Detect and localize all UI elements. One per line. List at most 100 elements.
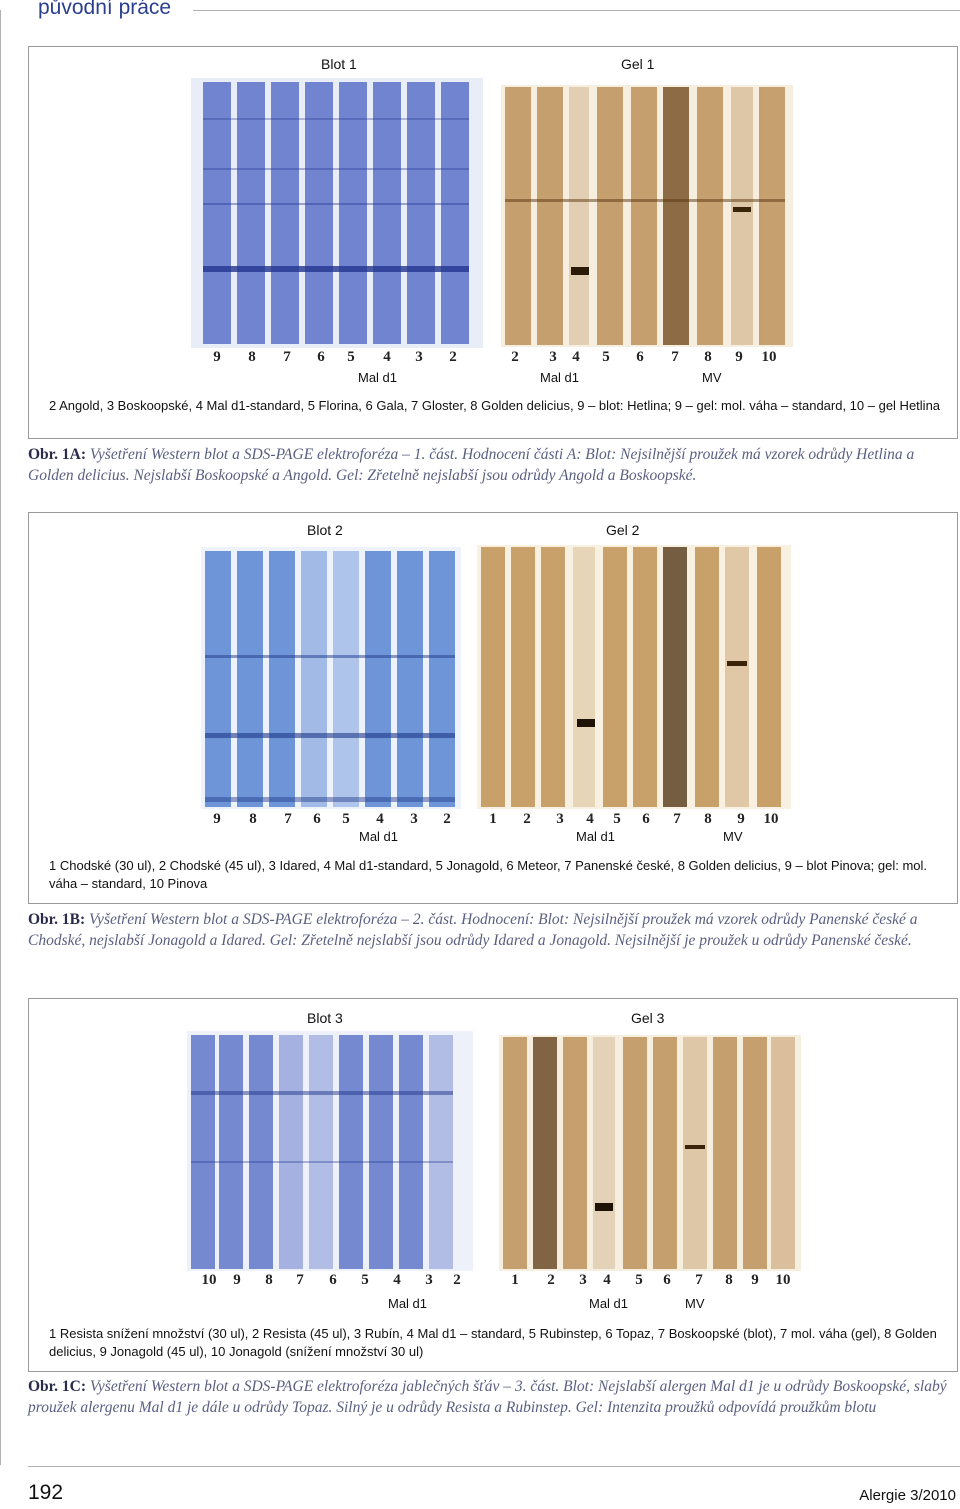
gel-lanes-graphic [477, 545, 791, 809]
lane-number: 8 [248, 349, 256, 365]
lane-number: 10 [763, 811, 779, 827]
lane-number: 8 [725, 1272, 733, 1288]
blot-lane-numbers: 9 8 7 6 5 4 3 2 [191, 349, 483, 367]
figure-legend: 1 Resista snížení množství (30 ul), 2 Re… [49, 1326, 937, 1359]
page-header: původní práce [0, 0, 960, 24]
mal-d1-label: Mal d1 [576, 829, 616, 844]
caption-text: Vyšetření Western blot a SDS-PAGE elektr… [28, 1378, 947, 1416]
lane-number: 5 [342, 811, 350, 827]
lane-number: 6 [663, 1272, 671, 1288]
lane-number: 1 [511, 1272, 519, 1288]
lane-number: 10 [761, 349, 777, 365]
lane-number: 7 [673, 811, 681, 827]
lane-number: 7 [284, 811, 292, 827]
caption-text: Vyšetření Western blot a SDS-PAGE elektr… [28, 911, 918, 949]
lane-number: 2 [547, 1272, 555, 1288]
lane-number: 7 [296, 1272, 304, 1288]
gel-image [499, 1035, 801, 1271]
figure-1a: Blot 1 Gel 1 [28, 46, 958, 439]
lane-number: 9 [233, 1272, 241, 1288]
gel-lane-numbers: 1 2 3 4 5 6 7 8 9 10 [477, 811, 797, 829]
journal-issue: Alergie 3/2010 [859, 1487, 956, 1504]
lane-number: 7 [695, 1272, 703, 1288]
left-rule [0, 10, 1, 1465]
lane-number: 5 [635, 1272, 643, 1288]
blot-lane-numbers: 9 8 7 6 5 4 3 2 [201, 811, 471, 829]
lane-number: 8 [704, 349, 712, 365]
lane-number: 10 [775, 1272, 791, 1288]
caption-text: Vyšetření Western blot a SDS-PAGE elektr… [28, 446, 915, 484]
mw-label: MV [723, 829, 743, 844]
gel-lanes-graphic [501, 85, 793, 347]
lane-number: 8 [249, 811, 257, 827]
blot-lanes-graphic [201, 547, 461, 809]
lane-number: 5 [613, 811, 621, 827]
gel-lane-numbers: 1 2 3 4 5 6 7 8 9 10 [503, 1272, 823, 1290]
blot-image [201, 547, 461, 809]
lane-number: 9 [751, 1272, 759, 1288]
gel-lane-numbers: 2 3 4 5 6 7 8 9 10 [501, 349, 801, 367]
lane-number: 6 [317, 349, 325, 365]
gel-title: Gel 1 [621, 56, 655, 72]
figure-caption: Obr. 1A: Vyšetření Western blot a SDS-PA… [28, 444, 958, 486]
header-rule [193, 10, 960, 11]
lane-number: 8 [704, 811, 712, 827]
figure-caption: Obr. 1C: Vyšetření Western blot a SDS-PA… [28, 1376, 958, 1418]
lane-number: 4 [376, 811, 384, 827]
gel-title: Gel 2 [606, 522, 640, 538]
mal-d1-label: Mal d1 [388, 1296, 428, 1311]
lane-number: 2 [453, 1272, 461, 1288]
footer-rule [28, 1466, 960, 1467]
lane-number: 3 [415, 349, 423, 365]
lane-number: 9 [735, 349, 743, 365]
caption-prefix: Obr. 1C: [28, 1378, 86, 1395]
caption-prefix: Obr. 1B: [28, 911, 86, 928]
figure-legend: 1 Chodské (30 ul), 2 Chodské (45 ul), 3 … [49, 858, 928, 891]
lane-number: 9 [213, 349, 221, 365]
lane-number: 3 [549, 349, 557, 365]
lane-number: 3 [579, 1272, 587, 1288]
blot-image [191, 78, 483, 348]
lane-number: 5 [361, 1272, 369, 1288]
blot-lanes-graphic [191, 78, 483, 348]
lane-number: 2 [443, 811, 451, 827]
lane-number: 4 [393, 1272, 401, 1288]
figure-legend: 2 Angold, 3 Boskoopské, 4 Mal d1-standar… [49, 398, 941, 413]
lane-number: 3 [425, 1272, 433, 1288]
gel-lanes-graphic [499, 1035, 801, 1271]
lane-number: 4 [572, 349, 580, 365]
lane-number: 5 [602, 349, 610, 365]
mw-label: MV [685, 1296, 705, 1311]
lane-number: 3 [410, 811, 418, 827]
lane-number: 2 [523, 811, 531, 827]
mal-d1-label: Mal d1 [540, 370, 580, 385]
lane-number: 8 [265, 1272, 273, 1288]
mw-label: MV [702, 370, 722, 385]
figure-1b: Blot 2 Gel 2 [28, 512, 958, 904]
lane-number: 9 [737, 811, 745, 827]
lane-number: 2 [449, 349, 457, 365]
lane-number: 2 [511, 349, 519, 365]
section-title: původní práce [38, 0, 172, 19]
gel-title: Gel 3 [631, 1010, 665, 1026]
mal-d1-label: Mal d1 [589, 1296, 629, 1311]
gel-image [501, 85, 793, 347]
lane-number: 6 [313, 811, 321, 827]
blot-lane-numbers: 10 9 8 7 6 5 4 3 2 [189, 1272, 479, 1290]
mal-d1-label: Mal d1 [358, 370, 398, 385]
gel-image [477, 545, 791, 809]
lane-number: 6 [642, 811, 650, 827]
lane-number: 7 [671, 349, 679, 365]
blot-image [187, 1031, 473, 1271]
lane-number: 10 [201, 1272, 217, 1288]
lane-number: 7 [283, 349, 291, 365]
blot-title: Blot 1 [321, 56, 357, 72]
lane-number: 1 [489, 811, 497, 827]
lane-number: 3 [556, 811, 564, 827]
mal-d1-label: Mal d1 [359, 829, 399, 844]
figure-1c: Blot 3 Gel 3 [28, 998, 958, 1372]
lane-number: 5 [347, 349, 355, 365]
caption-prefix: Obr. 1A: [28, 446, 86, 463]
lane-number: 4 [383, 349, 391, 365]
page-number: 192 [28, 1481, 64, 1504]
